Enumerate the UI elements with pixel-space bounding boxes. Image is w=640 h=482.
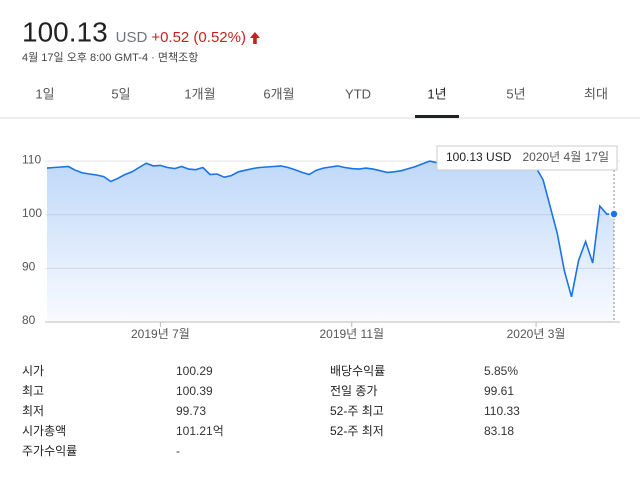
tab[interactable]: 6개월 [263, 86, 294, 101]
currency: USD [116, 29, 148, 46]
stat-label: 전일 종가 [330, 384, 378, 398]
stat-label: 시가총액 [22, 424, 66, 438]
stat-value: - [176, 444, 180, 458]
plot: 80 90 100 110 2019년 7월 2019년 11월 2020년 3월 100.1… [22, 145, 620, 341]
y-tick-label: 80 [22, 313, 36, 327]
stat-value: 99.73 [176, 404, 206, 418]
area [47, 159, 614, 322]
tab[interactable]: 5일 [111, 86, 130, 101]
timestamp: 4월 17일 오후 8:00 GMT-4 · 면책조항 [22, 50, 198, 64]
tab[interactable]: 5년 [506, 86, 525, 101]
change: +0.52 (0.52%) [151, 29, 246, 46]
stat-value: 5.85% [484, 364, 518, 378]
tooltip-box [436, 145, 618, 171]
stat-label: 최저 [22, 404, 44, 418]
x-tick-label: 2020년 3월 [507, 327, 566, 341]
tabs: 1일 5일 1개월 6개월 YTD 1년 5년 최대 [35, 86, 608, 118]
stat-value: 100.39 [176, 384, 213, 398]
stats: 시가 100.29 배당수익률 5.85% 최고 100.39 전일 종가 99.61 최저 99… [22, 364, 520, 458]
stat-label: 배당수익률 [330, 364, 385, 378]
tooltip-price: 100.13 USD [446, 150, 512, 164]
tab[interactable]: 최대 [584, 86, 608, 101]
tab[interactable]: YTD [345, 86, 371, 101]
stat-label: 시가 [22, 364, 44, 378]
stat-label: 최고 [22, 384, 44, 398]
hover-point [609, 209, 619, 219]
stat-label: 52-주 최저 [330, 424, 384, 438]
stat-value: 99.61 [484, 384, 514, 398]
x-tick-label: 2019년 7월 [131, 327, 190, 341]
stat-value: 110.33 [484, 404, 520, 418]
stat-value: 100.29 [176, 364, 213, 378]
price: 100.13 [22, 16, 108, 47]
y-tick-label: 110 [22, 152, 41, 166]
stat-label: 주가수익률 [22, 444, 77, 458]
x-tick-label: 2019년 11월 [319, 327, 384, 341]
stat-value: 83.18 [484, 424, 514, 438]
tab-indicator [415, 115, 459, 118]
tab[interactable]: 1년 [427, 86, 446, 101]
tooltip-date: 2020년 4월 17일 [522, 150, 609, 164]
tab[interactable]: 1개월 [184, 86, 215, 101]
tab[interactable]: 1일 [35, 86, 54, 101]
y-tick-label: 90 [22, 260, 36, 274]
stat-value: 101.21억 [176, 424, 224, 438]
stat-label: 52-주 최고 [330, 404, 384, 418]
y-tick-label: 100 [22, 206, 42, 220]
up-arrow [249, 32, 260, 44]
